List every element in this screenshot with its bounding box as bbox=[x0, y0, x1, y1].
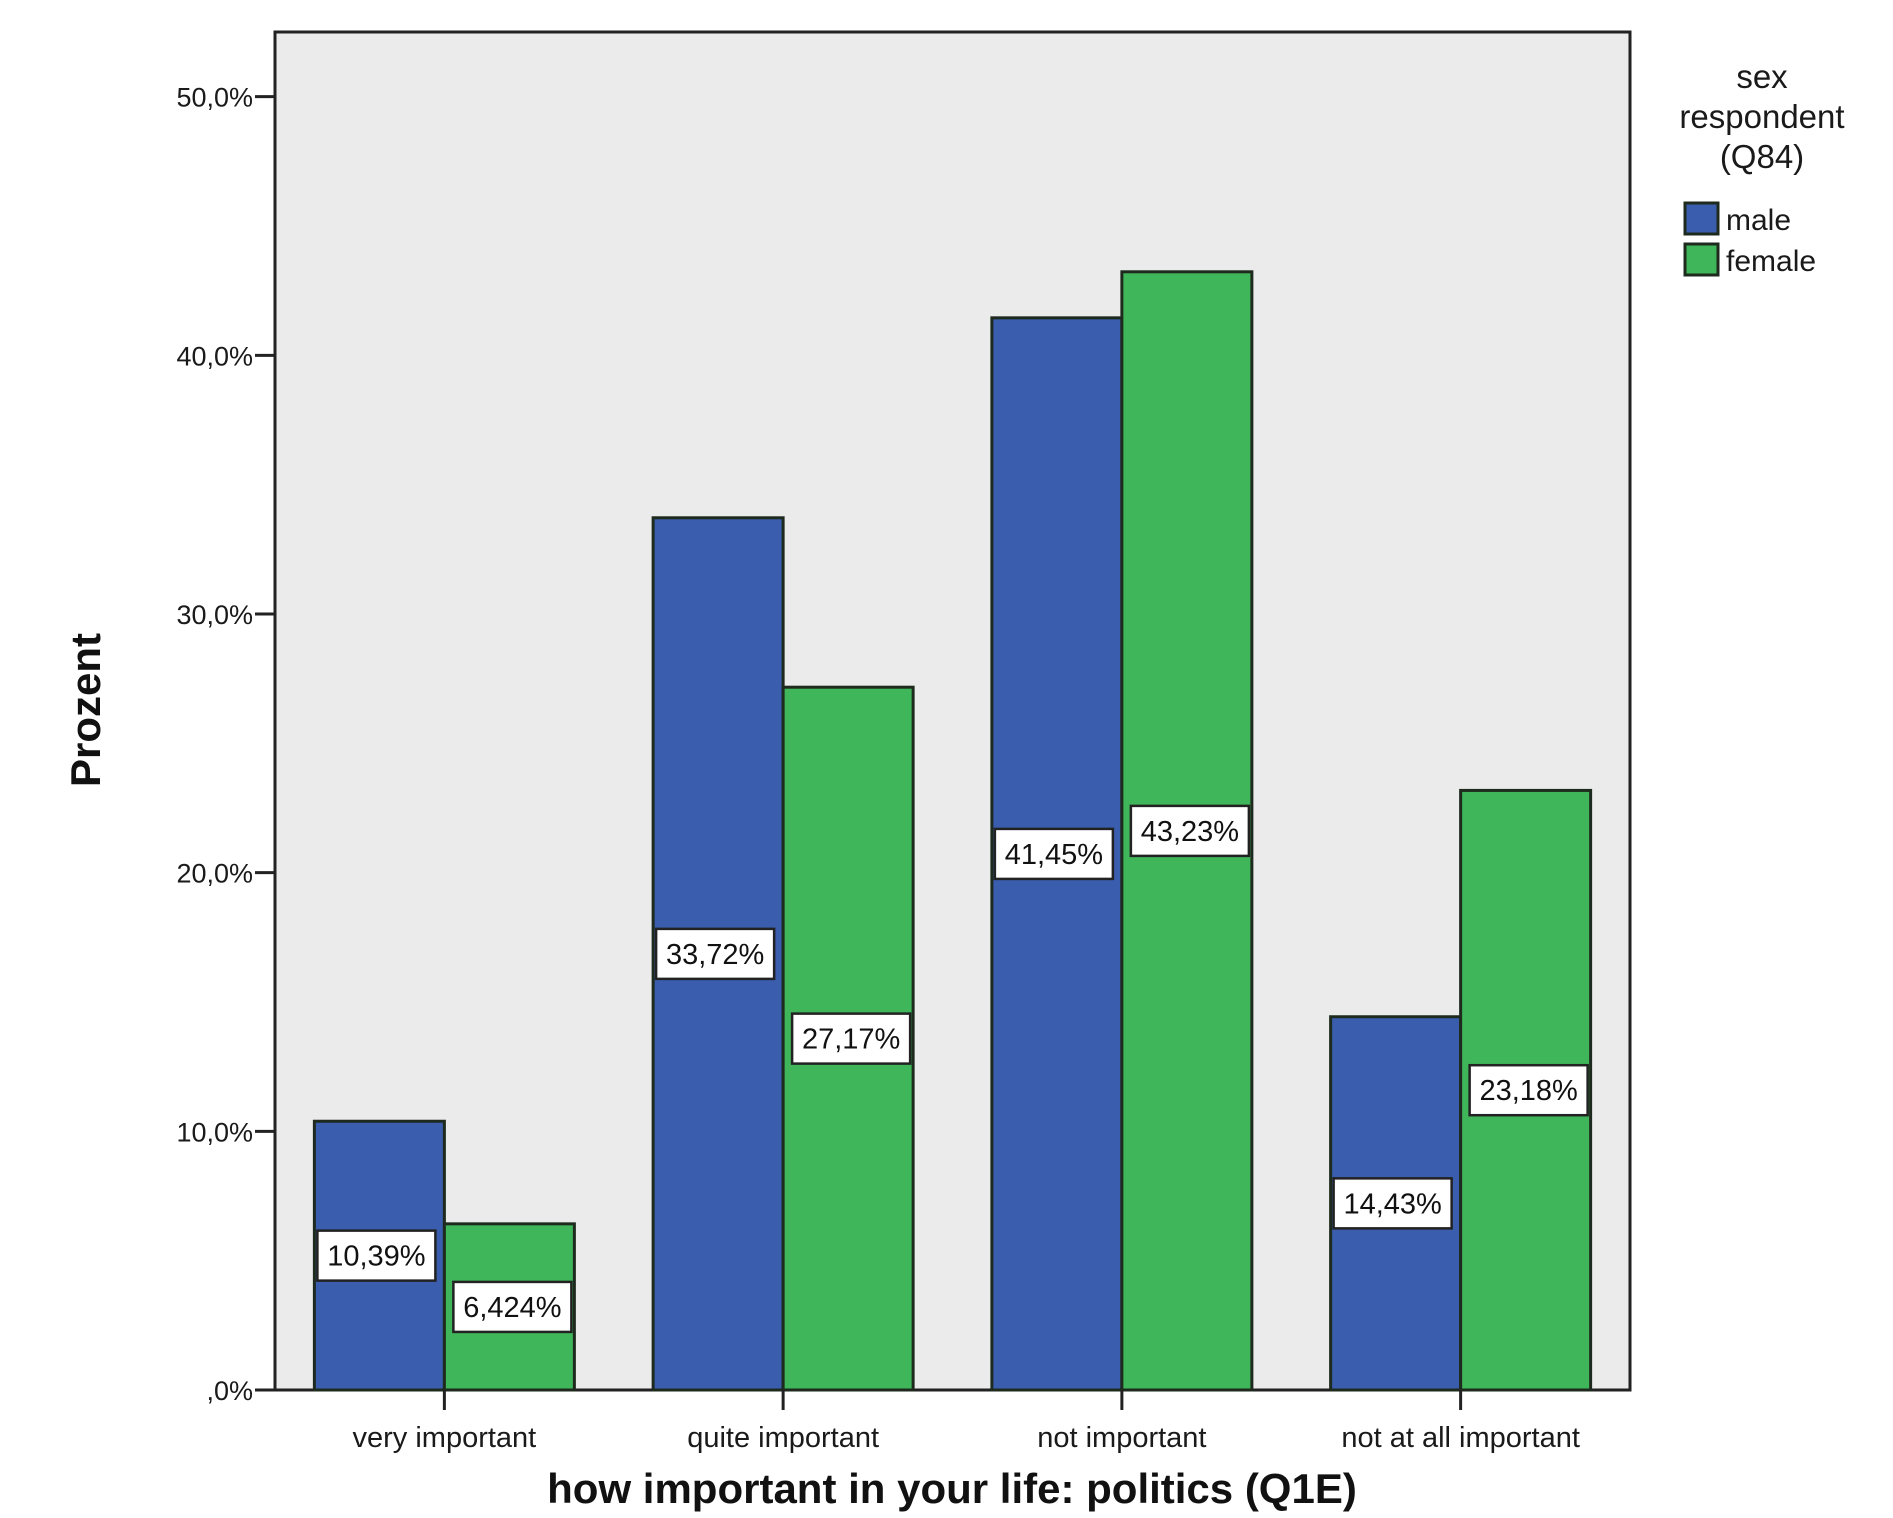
data-label-text: 6,424% bbox=[463, 1292, 561, 1324]
y-tick-label: ,0% bbox=[206, 1376, 253, 1406]
y-tick-label: 10,0% bbox=[176, 1117, 253, 1147]
y-tick-label: 20,0% bbox=[176, 859, 253, 889]
legend-label-male: male bbox=[1726, 204, 1791, 237]
data-label: 41,45% bbox=[993, 827, 1115, 881]
data-label-box bbox=[316, 1229, 437, 1282]
data-label: 23,18% bbox=[1468, 1063, 1589, 1117]
data-label: 33,72% bbox=[654, 927, 776, 981]
data-label-box bbox=[1468, 1063, 1589, 1117]
data-label: 10,39% bbox=[316, 1229, 437, 1282]
y-axis-title: Prozent bbox=[62, 633, 109, 787]
data-label: 27,17% bbox=[790, 1012, 912, 1065]
data-label-text: 14,43% bbox=[1343, 1188, 1441, 1220]
y-axis: ,0% 10,0% 20,0% 30,0% 40,0% 50,0% bbox=[176, 83, 275, 1406]
data-label-box bbox=[1332, 1177, 1453, 1230]
x-tick-label: not important bbox=[1037, 1422, 1206, 1454]
x-tick-label: quite important bbox=[687, 1422, 879, 1454]
data-label-text: 27,17% bbox=[802, 1024, 900, 1056]
legend-title: respondent bbox=[1679, 98, 1844, 135]
x-axis-title: how important in your life: politics (Q1… bbox=[547, 1465, 1357, 1512]
data-label-text: 23,18% bbox=[1479, 1075, 1577, 1107]
legend-title: sex bbox=[1736, 58, 1788, 95]
x-tick-label: not at all important bbox=[1341, 1422, 1580, 1454]
legend-swatch-female bbox=[1683, 242, 1720, 277]
data-label: 43,23% bbox=[1129, 804, 1251, 858]
data-label: 6,424% bbox=[452, 1280, 573, 1334]
y-tick-label: 40,0% bbox=[176, 341, 253, 371]
data-label-text: 43,23% bbox=[1141, 816, 1239, 848]
data-label-text: 10,39% bbox=[327, 1241, 425, 1273]
data-label-text: 41,45% bbox=[1005, 839, 1103, 871]
x-axis: very important quite important not importa… bbox=[353, 1390, 1580, 1454]
data-labels: 10,39% 6,424% 33,72% 27,17% 41,45% 43,23% 14,4… bbox=[316, 804, 1589, 1334]
legend-label-female: female bbox=[1726, 245, 1816, 278]
x-tick-label: very important bbox=[353, 1422, 537, 1454]
data-label-box bbox=[1129, 804, 1251, 858]
data-label: 14,43% bbox=[1332, 1177, 1453, 1230]
data-label-box bbox=[452, 1280, 573, 1334]
data-label-box bbox=[654, 927, 776, 981]
legend-swatch-male bbox=[1683, 201, 1720, 236]
legend-title: (Q84) bbox=[1720, 138, 1804, 175]
y-tick-label: 50,0% bbox=[176, 83, 253, 113]
data-label-box bbox=[790, 1012, 912, 1065]
data-label-text: 33,72% bbox=[666, 939, 764, 971]
y-tick-label: 30,0% bbox=[176, 600, 253, 630]
data-label-box bbox=[993, 827, 1115, 881]
